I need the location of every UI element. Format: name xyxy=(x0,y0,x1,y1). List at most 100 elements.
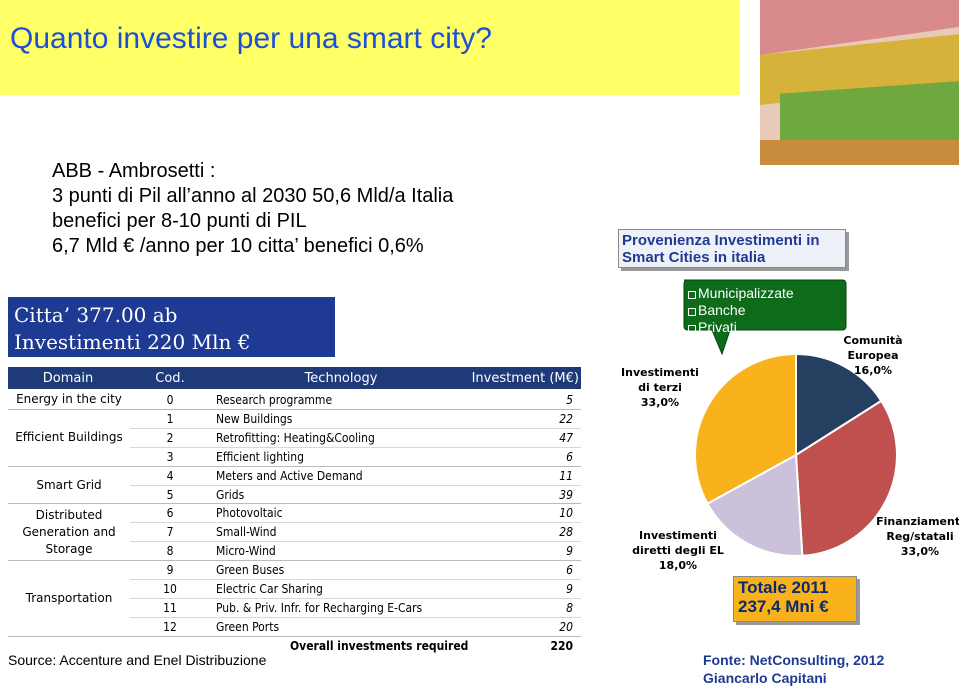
technology-cell: Research programme xyxy=(216,393,333,407)
code-cell: 1 xyxy=(166,411,174,426)
pie-title-box xyxy=(618,229,846,268)
code-cell: 5 xyxy=(166,487,174,502)
code-cell: 7 xyxy=(166,525,174,540)
row-separator xyxy=(130,597,581,599)
code-cell: 9 xyxy=(166,563,174,578)
slice-name: Finanziamenti Reg/statali xyxy=(876,515,959,543)
group-separator xyxy=(8,503,581,505)
table-header-cell: Domain xyxy=(42,371,94,386)
bullet: Privati xyxy=(698,319,737,335)
slice-value: 33,0% xyxy=(900,545,940,558)
total-line: Totale 2011 xyxy=(738,578,829,597)
bullet-mark xyxy=(688,308,696,316)
intro-line: benefici per 8-10 punti di PIL xyxy=(52,210,307,232)
total-box xyxy=(733,576,857,622)
slice-value: 18,0% xyxy=(658,559,698,572)
slice-label: Investimenti diretti degli EL 18,0% xyxy=(628,528,728,573)
investment-cell: 6 xyxy=(566,563,573,578)
callout-box xyxy=(8,297,335,357)
total-label: Overall investments required xyxy=(290,638,469,653)
intro-line: ABB - Ambrosetti : xyxy=(52,160,216,182)
bullet: Municipalizzate xyxy=(698,285,794,301)
row-separator xyxy=(130,579,581,580)
slice-label: Comunità Europea 16,0% xyxy=(823,333,923,378)
technology-cell: Meters and Active Demand xyxy=(216,468,363,483)
investment-cell: 10 xyxy=(559,506,573,521)
investment-cell: 5 xyxy=(566,393,573,407)
technology-cell: New Buildings xyxy=(216,411,293,426)
code-cell: 4 xyxy=(166,468,174,483)
table-header-cell: Cod. xyxy=(155,371,185,386)
row-separator xyxy=(130,522,581,524)
intro-line: 6,7 Mld € /anno per 10 citta’ benefici 0… xyxy=(52,235,424,257)
bullet-mark xyxy=(688,325,696,333)
bullet: Banche xyxy=(698,302,746,318)
code-cell: 11 xyxy=(163,600,177,615)
technology-cell: Micro-Wind xyxy=(216,544,276,559)
investment-cell: 6 xyxy=(566,449,573,464)
row-separator xyxy=(130,427,581,429)
technology-cell: Retrofitting: Heating&Cooling xyxy=(216,430,375,445)
slice-value: 33,0% xyxy=(640,396,680,409)
group-separator xyxy=(8,560,581,562)
footer-line: Giancarlo Capitani xyxy=(703,670,827,686)
table-header-cell: Investment (M€) xyxy=(471,371,579,386)
pie-slice xyxy=(795,352,883,457)
slice-name: Investimenti diretti degli EL xyxy=(632,529,724,557)
slice-label: Investimenti di terzi 33,0% xyxy=(620,365,700,410)
pie-slice xyxy=(794,399,898,557)
technology-cell: Efficient lighting xyxy=(216,449,304,464)
investment-cell: 47 xyxy=(559,430,573,445)
callout-line: Investimenti 220 Mln € xyxy=(14,330,251,354)
row-separator xyxy=(130,616,581,618)
group-separator xyxy=(8,465,581,467)
domain-cell: Distributed Generation and Storage xyxy=(22,507,116,556)
title-band xyxy=(0,0,740,95)
slice-label: Finanziamenti Reg/statali 33,0% xyxy=(875,514,959,559)
technology-cell: Small-Wind xyxy=(216,525,277,540)
table-header xyxy=(8,367,581,389)
source: Source: Accenture and Enel Distribuzione xyxy=(8,652,267,668)
investment-cell: 22 xyxy=(559,411,573,426)
domain-cell: Energy in the city xyxy=(16,392,122,407)
investment-cell: 28 xyxy=(559,525,573,540)
row-separator xyxy=(130,484,581,486)
callout-line: Citta’ 377.00 ab xyxy=(14,303,178,327)
code-cell: 3 xyxy=(166,449,174,464)
code-cell: 0 xyxy=(166,393,174,407)
table-header-cell: Technology xyxy=(304,371,378,386)
investment-cell: 9 xyxy=(566,544,573,559)
domain-cell: Transportation xyxy=(25,590,113,605)
code-cell: 8 xyxy=(166,544,174,559)
slice-value: 16,0% xyxy=(853,364,893,377)
pie-title: Provenienza Investimenti in Smart Cities… xyxy=(622,232,820,266)
pie-slice xyxy=(706,453,804,557)
investment-cell: 39 xyxy=(559,487,573,502)
technology-cell: Photovoltaic xyxy=(216,506,283,521)
title: Quanto investire per una smart city? xyxy=(10,22,492,55)
total-value: 220 xyxy=(550,638,573,653)
technology-cell: Pub. & Priv. Infr. for Recharging E-Cars xyxy=(216,600,423,615)
code-cell: 12 xyxy=(163,619,177,634)
slice-name: Investimenti di terzi xyxy=(621,366,699,394)
investment-cell: 11 xyxy=(559,468,573,483)
technology-cell: Grids xyxy=(216,487,245,502)
code-cell: 10 xyxy=(163,582,177,596)
group-separator xyxy=(8,635,581,637)
intro-line: 3 punti di Pil all’anno al 2030 50,6 Mld… xyxy=(52,185,454,207)
footer-line: Fonte: NetConsulting, 2012 xyxy=(703,652,885,668)
domain-cell: Smart Grid xyxy=(36,477,102,492)
group-separator xyxy=(8,408,581,410)
euro-image xyxy=(760,0,959,165)
technology-cell: Electric Car Sharing xyxy=(216,582,323,596)
domain-cell: Efficient Buildings xyxy=(15,430,123,445)
investment-cell: 9 xyxy=(566,582,573,596)
investment-cell: 8 xyxy=(566,600,573,615)
code-cell: 6 xyxy=(166,506,174,521)
bullet-callout xyxy=(683,279,847,356)
technology-cell: Green Buses xyxy=(216,563,285,578)
slice-name: Comunità Europea xyxy=(843,334,903,362)
total-line: 237,4 Mni € xyxy=(738,597,829,616)
